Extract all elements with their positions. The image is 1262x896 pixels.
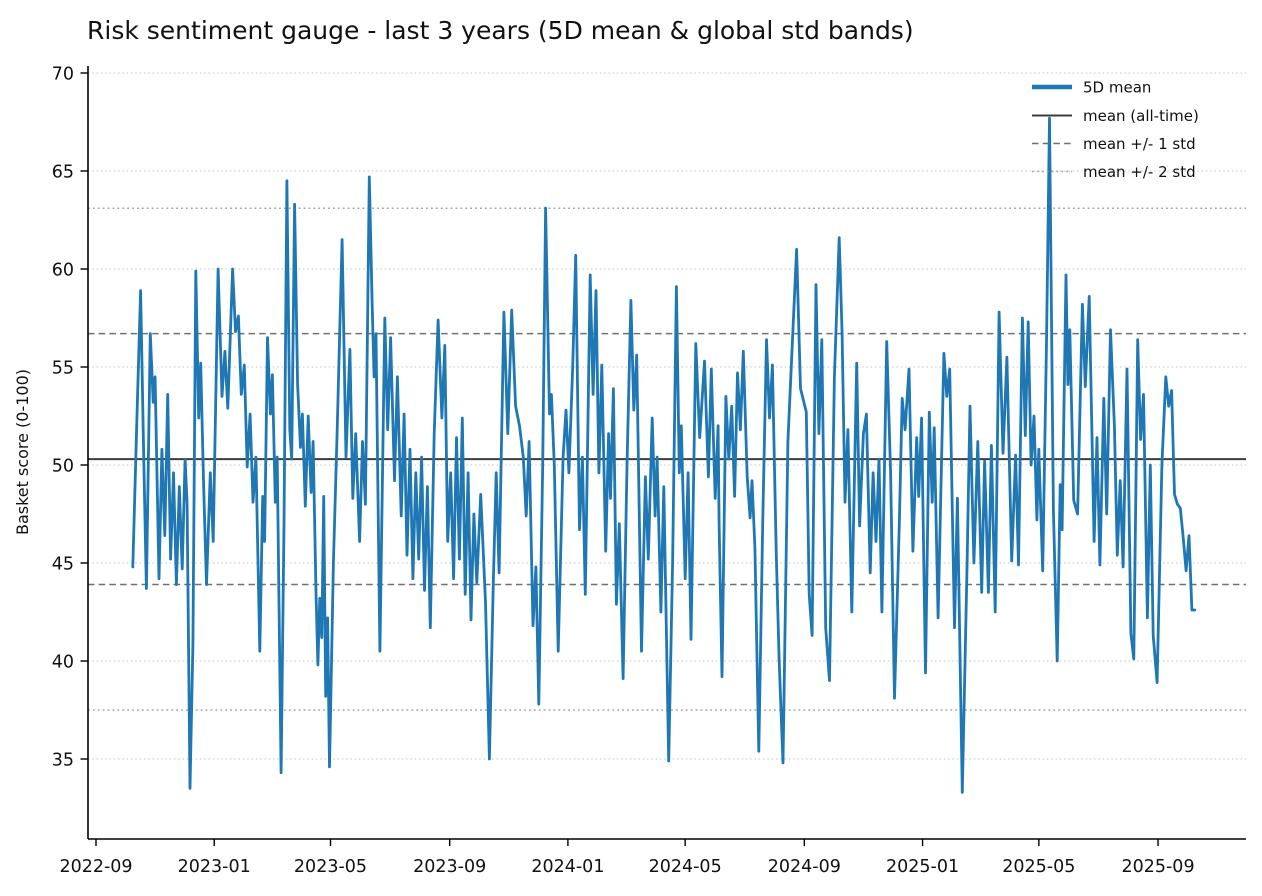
x-tick-label-2025-09: 2025-09 bbox=[1121, 857, 1194, 877]
x-tick-label-2023-05: 2023-05 bbox=[294, 857, 367, 877]
x-tick-label-2022-09: 2022-09 bbox=[59, 857, 132, 877]
legend-plus-minus-2std-label: mean +/- 2 std bbox=[1083, 163, 1196, 181]
y-tick-label-45: 45 bbox=[52, 555, 74, 575]
x-tick-label-2025-01: 2025-01 bbox=[886, 857, 959, 877]
legend-mean-alltime-label: mean (all-time) bbox=[1083, 107, 1199, 125]
y-tick-label-60: 60 bbox=[52, 261, 74, 281]
y-tick-label-65: 65 bbox=[52, 163, 74, 183]
y-tick-label-35: 35 bbox=[52, 751, 74, 771]
x-tick-label-2025-05: 2025-05 bbox=[1002, 857, 1075, 877]
y-tick-label-70: 70 bbox=[52, 65, 74, 85]
y-axis-label: Basket score (0-100) bbox=[13, 369, 32, 535]
series-5d-mean-line bbox=[131, 116, 1197, 794]
x-tick-label-2023-01: 2023-01 bbox=[178, 857, 251, 877]
legend-plus-minus-1std-label: mean +/- 1 std bbox=[1083, 135, 1196, 153]
x-tick-label-2024-05: 2024-05 bbox=[649, 857, 722, 877]
legend: 5D mean mean (all-time) mean +/- 1 std m… bbox=[1032, 79, 1199, 181]
y-tick-label-40: 40 bbox=[52, 653, 74, 673]
x-tick-label-2023-09: 2023-09 bbox=[413, 857, 486, 877]
legend-5d-mean-label: 5D mean bbox=[1083, 79, 1151, 97]
axis-ticks: 35 40 45 50 55 60 65 70 2022-09 2023-01 2023-05 202… bbox=[52, 65, 1195, 878]
y-tick-label-55: 55 bbox=[52, 359, 74, 379]
x-tick-label-2024-01: 2024-01 bbox=[531, 857, 604, 877]
y-tick-label-50: 50 bbox=[52, 457, 74, 477]
x-tick-label-2024-09: 2024-09 bbox=[768, 857, 841, 877]
chart-title: Risk sentiment gauge - last 3 years (5D … bbox=[87, 16, 914, 45]
